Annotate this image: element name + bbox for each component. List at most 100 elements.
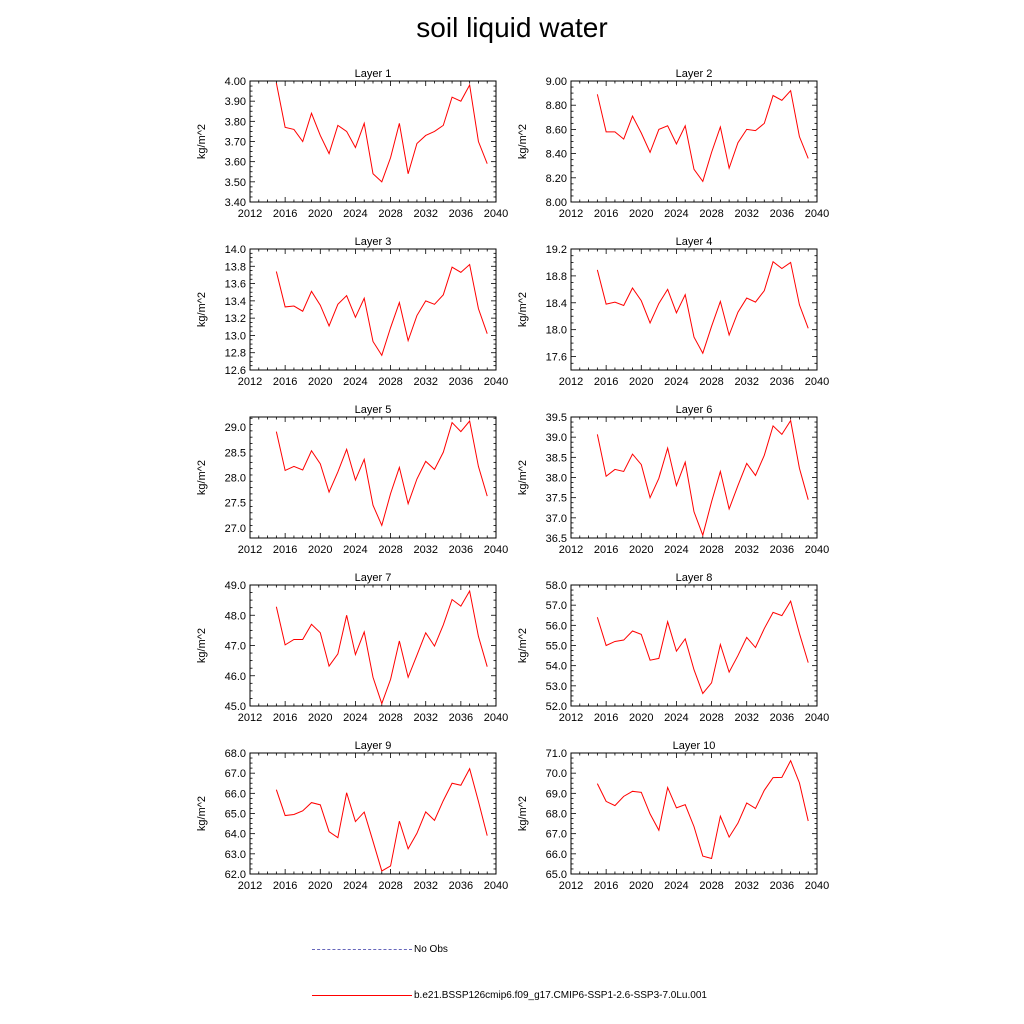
x-tick-label: 2040	[484, 376, 508, 388]
y-axis-label: kg/m^2	[517, 628, 529, 663]
x-tick-label: 2028	[378, 376, 402, 388]
y-tick-label: 38.0	[546, 473, 567, 485]
series-line	[596, 419, 809, 537]
x-tick-label: 2024	[343, 208, 367, 220]
layer-panel-3: Layer 3 kg/m^2 2012 2016 2020 2024 2028 2032 203…	[196, 236, 508, 388]
layer-panel-2: Layer 2 kg/m^2 2012 2016 2020 2024 2028 2032 203…	[517, 68, 829, 220]
x-tick-label: 2016	[594, 544, 618, 556]
layer-panel-6: Layer 6 kg/m^2 2012 2016 2020 2024 2028 2032 203…	[517, 404, 829, 556]
x-tick-label: 2012	[559, 544, 583, 556]
y-axis-label: kg/m^2	[517, 292, 529, 327]
y-tick-label: 37.5	[546, 493, 567, 505]
y-tick-label: 68.0	[225, 748, 246, 760]
x-tick-label: 2040	[805, 376, 829, 388]
x-tick-label: 2020	[629, 376, 653, 388]
y-axis-label: kg/m^2	[196, 628, 208, 663]
y-tick-label: 45.0	[225, 701, 246, 713]
layer-panel-9: Layer 9 kg/m^2 2012 2016 2020 2024 2028 2032 203…	[196, 740, 508, 892]
x-tick-label: 2032	[413, 376, 437, 388]
x-tick-label: 2036	[449, 544, 473, 556]
x-tick-label: 2024	[664, 712, 688, 724]
x-tick-label: 2020	[629, 880, 653, 892]
x-tick-label: 2040	[484, 208, 508, 220]
x-tick-label: 2040	[484, 544, 508, 556]
series-line	[275, 419, 488, 527]
series-line	[275, 767, 488, 872]
y-tick-label: 71.0	[546, 748, 567, 760]
x-tick-label: 2036	[770, 208, 794, 220]
legend-no-obs-label: No Obs	[414, 944, 448, 955]
x-tick-label: 2032	[413, 880, 437, 892]
x-tick-label: 2028	[699, 376, 723, 388]
x-tick-label: 2020	[629, 208, 653, 220]
plot-frame	[570, 416, 818, 539]
y-tick-label: 18.0	[546, 325, 567, 337]
x-tick-label: 2036	[449, 880, 473, 892]
x-tick-label: 2028	[378, 208, 402, 220]
x-tick-label: 2028	[699, 544, 723, 556]
y-tick-label: 28.5	[225, 447, 246, 459]
plot-frame	[249, 752, 497, 875]
plot-frame	[249, 80, 497, 203]
layer-panel-4: Layer 4 kg/m^2 2012 2016 2020 2024 2028 2032 203…	[517, 236, 829, 388]
series-line	[275, 589, 488, 706]
y-tick-label: 47.0	[225, 641, 246, 653]
x-tick-label: 2016	[594, 208, 618, 220]
x-tick-label: 2036	[770, 544, 794, 556]
x-tick-label: 2024	[343, 712, 367, 724]
y-tick-label: 12.6	[225, 365, 246, 377]
y-tick-label: 68.0	[546, 809, 567, 821]
y-tick-label: 63.0	[225, 849, 246, 861]
y-tick-label: 14.0	[225, 244, 246, 256]
panel-title: Layer 6	[676, 404, 713, 416]
x-tick-label: 2032	[734, 376, 758, 388]
x-tick-label: 2028	[699, 880, 723, 892]
y-tick-label: 55.0	[546, 641, 567, 653]
layer-panel-8: Layer 8 kg/m^2 2012 2016 2020 2024 2028 2032 203…	[517, 572, 829, 724]
panel-title: Layer 7	[355, 572, 392, 584]
x-tick-label: 2016	[273, 376, 297, 388]
x-tick-label: 2016	[273, 880, 297, 892]
y-tick-label: 13.8	[225, 261, 246, 273]
y-tick-label: 69.0	[546, 788, 567, 800]
x-tick-label: 2020	[629, 712, 653, 724]
x-tick-label: 2036	[770, 712, 794, 724]
y-tick-label: 57.0	[546, 600, 567, 612]
y-tick-label: 3.70	[225, 137, 246, 149]
y-tick-label: 66.0	[225, 788, 246, 800]
x-tick-label: 2020	[308, 208, 332, 220]
x-tick-label: 2028	[378, 880, 402, 892]
y-tick-label: 48.0	[225, 610, 246, 622]
y-tick-label: 28.0	[225, 473, 246, 485]
x-tick-label: 2012	[559, 712, 583, 724]
y-tick-label: 70.0	[546, 768, 567, 780]
y-tick-label: 18.4	[546, 298, 567, 310]
y-tick-label: 66.0	[546, 849, 567, 861]
y-tick-label: 65.0	[546, 869, 567, 881]
x-tick-label: 2012	[559, 208, 583, 220]
y-axis-label: kg/m^2	[196, 460, 208, 495]
y-tick-label: 8.20	[546, 173, 567, 185]
y-tick-label: 64.0	[225, 829, 246, 841]
x-tick-label: 2032	[734, 880, 758, 892]
x-tick-label: 2032	[413, 208, 437, 220]
layer-panel-1: Layer 1 kg/m^2 2012 2016 2020 2024 2028 2032 203…	[196, 68, 508, 220]
x-tick-label: 2024	[664, 376, 688, 388]
y-axis-label: kg/m^2	[196, 292, 208, 327]
x-tick-label: 2036	[770, 880, 794, 892]
x-tick-label: 2040	[805, 544, 829, 556]
plot-frame	[249, 584, 497, 707]
x-tick-label: 2012	[559, 880, 583, 892]
plot-frame	[570, 584, 818, 707]
y-tick-label: 67.0	[225, 768, 246, 780]
x-tick-label: 2036	[449, 208, 473, 220]
plot-frame	[570, 752, 818, 875]
legend-run: b.e21.BSSP126cmip6.f09_g17.CMIP6-SSP1-2.…	[312, 990, 707, 1001]
panel-title: Layer 5	[355, 404, 392, 416]
series-line	[596, 89, 809, 183]
y-tick-label: 53.0	[546, 681, 567, 693]
x-tick-label: 2036	[770, 376, 794, 388]
x-tick-label: 2020	[308, 712, 332, 724]
layer-panel-5: Layer 5 kg/m^2 2012 2016 2020 2024 2028 2032 203…	[196, 404, 508, 556]
